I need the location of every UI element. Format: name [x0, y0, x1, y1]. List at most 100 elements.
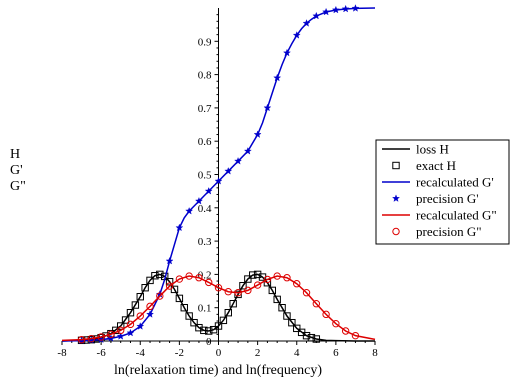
star-marker [312, 11, 321, 20]
star-marker [126, 328, 135, 337]
y-tick-label: 0.4 [198, 203, 212, 215]
star-marker [351, 4, 360, 12]
star-marker [146, 310, 155, 318]
series-3 [77, 4, 360, 345]
series-line [61, 275, 376, 342]
square-marker [253, 270, 262, 279]
square-marker [126, 308, 135, 317]
series-4 [61, 275, 376, 342]
circle-marker [392, 227, 400, 236]
circle-marker [214, 284, 223, 292]
square-marker [239, 282, 247, 290]
square-marker [244, 275, 252, 283]
star-marker [214, 176, 223, 185]
y-axis-label: HG'G" [10, 147, 26, 194]
circle-marker [136, 312, 144, 320]
star-marker [263, 103, 272, 112]
circle-marker [341, 327, 350, 335]
circle-marker [351, 331, 360, 340]
square-marker [200, 326, 208, 335]
y-axis-label-line: H [10, 147, 20, 162]
square-marker [136, 293, 144, 301]
star-marker [116, 332, 125, 340]
circle-marker [244, 286, 252, 295]
circle-marker [146, 302, 154, 311]
circle-marker [332, 319, 340, 328]
legend-label: recalculated G' [416, 175, 494, 190]
square-marker [219, 316, 228, 325]
y-tick-label: 0.7 [198, 103, 212, 115]
circle-marker [195, 274, 203, 282]
star-marker [224, 166, 233, 175]
star-marker [273, 73, 282, 82]
circle-marker [253, 281, 262, 289]
series-1 [77, 270, 321, 345]
circle-marker [87, 334, 96, 343]
circle-marker [322, 310, 330, 319]
star-marker [234, 157, 243, 165]
x-tick-label: -4 [136, 347, 146, 359]
circle-marker [156, 292, 164, 300]
square-marker [195, 323, 203, 332]
star-marker [322, 7, 331, 16]
square-marker [156, 270, 164, 279]
y-axis-label-line: G' [10, 163, 23, 178]
square-marker [249, 271, 257, 279]
square-marker [268, 286, 276, 295]
circle-marker [263, 275, 272, 284]
square-marker [229, 300, 237, 308]
square-marker [278, 304, 286, 312]
legend-label: precision G" [416, 224, 482, 239]
square-marker [175, 294, 184, 303]
square-marker [170, 285, 179, 294]
y-tick-label: 0.1 [198, 303, 212, 315]
series-5 [77, 272, 360, 344]
y-tick-label: 0.5 [198, 170, 212, 182]
square-marker [205, 327, 213, 335]
star-marker [292, 31, 301, 39]
y-tick-label: 0 [206, 336, 212, 348]
star-marker [204, 186, 213, 195]
circle-marker [205, 278, 213, 287]
circle-marker [273, 272, 281, 280]
square-marker [273, 295, 281, 304]
circle-marker [126, 320, 135, 329]
square-marker [131, 301, 140, 309]
circle-marker [224, 288, 232, 296]
square-marker [146, 276, 154, 285]
star-marker [282, 48, 291, 57]
star-marker [341, 4, 350, 13]
x-tick-label: -6 [97, 347, 107, 359]
square-marker [116, 322, 125, 330]
circle-marker [283, 274, 291, 282]
star-marker [243, 147, 252, 155]
square-marker [214, 322, 223, 330]
square-marker [302, 331, 311, 340]
square-marker [293, 324, 301, 333]
star-marker [136, 322, 145, 330]
square-marker [141, 284, 149, 292]
circle-marker [165, 282, 174, 290]
x-tick-label: -8 [57, 347, 67, 359]
circle-marker [77, 335, 86, 344]
square-marker [312, 335, 321, 343]
star-marker [253, 130, 262, 138]
circle-marker [116, 326, 125, 335]
x-tick-label: 8 [372, 347, 378, 359]
y-tick-label: 0.3 [198, 236, 212, 248]
square-marker [165, 278, 174, 286]
plot-area [61, 4, 376, 345]
x-tick-label: -2 [175, 347, 184, 359]
star-marker [185, 206, 194, 215]
square-marker [392, 161, 400, 170]
circle-marker [97, 333, 105, 341]
star-marker [175, 223, 184, 232]
x-axis-label: ln(relaxation time) and ln(frequency) [114, 363, 322, 378]
square-marker [151, 272, 159, 280]
legend-label: loss H [416, 142, 449, 157]
star-marker [331, 5, 340, 14]
square-marker [288, 318, 296, 327]
legend-label: recalculated G" [416, 208, 497, 223]
